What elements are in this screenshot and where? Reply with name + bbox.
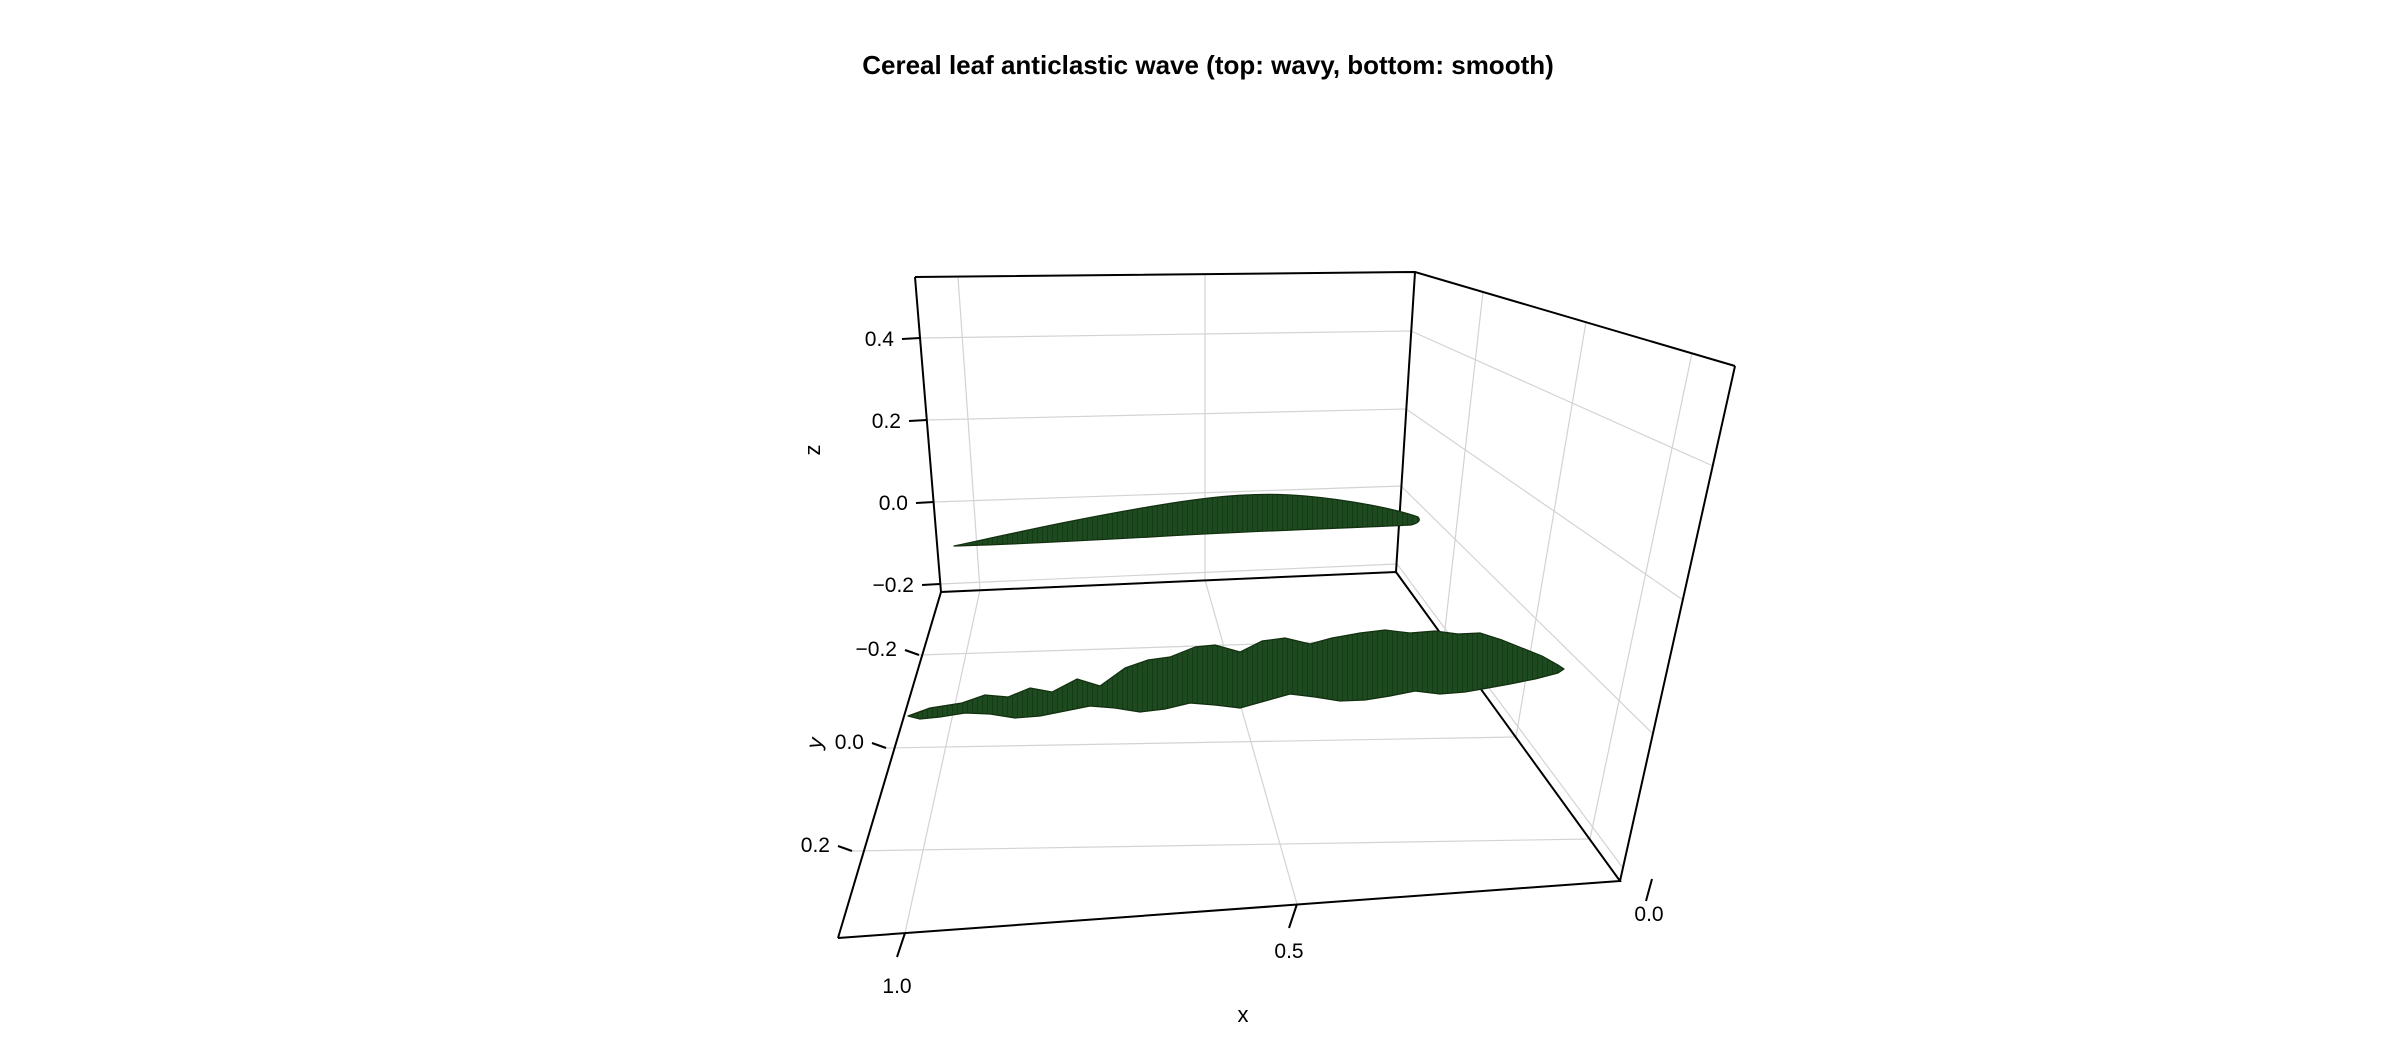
y-tick-mark (904, 649, 920, 656)
tick-marks (837, 337, 1653, 958)
gridline-wall-z (1400, 485, 1654, 735)
gridline-wall-x (957, 276, 981, 591)
gridline-wall-y (1589, 352, 1693, 840)
box-vertical-edge-middle (1395, 271, 1416, 573)
box-vertical-edge-right (1619, 365, 1736, 882)
z-tick-label: −0.2 (873, 574, 914, 597)
gridline-wall-z (933, 485, 1402, 503)
z-tick-label: 0.0 (879, 492, 908, 515)
z-tick-mark (921, 583, 941, 586)
box-floor-edges (837, 570, 1622, 939)
plot-title: Cereal leaf anticlastic wave (top: wavy,… (862, 50, 1554, 80)
z-tick-mark (908, 419, 928, 422)
z-tick-label: 0.4 (865, 328, 895, 351)
x-tick-label: 1.0 (882, 975, 911, 998)
gridline-wall-z (939, 563, 1398, 585)
gridline-wall-y (1443, 291, 1484, 639)
gridline-wall-z (1410, 330, 1714, 467)
y-tick-label: −0.2 (856, 638, 897, 661)
y-tick-label: 0.2 (801, 834, 830, 857)
surfaces (907, 493, 1565, 720)
gridline-wall-z (926, 408, 1407, 421)
z-axis-label: z (800, 445, 825, 456)
gridlines (851, 274, 1714, 934)
x-axis-label: x (1238, 1002, 1249, 1027)
x-tick-mark (1645, 878, 1653, 902)
y-tick-mark (871, 742, 887, 749)
box-vertical-edge-left (914, 276, 942, 593)
x-tick-mark (1288, 903, 1298, 929)
lower-leaf-surface (907, 629, 1565, 720)
x-tick-mark (896, 932, 906, 958)
z-tick-mark (901, 337, 921, 340)
gridline-floor-y (885, 736, 1517, 749)
x-tick-label: 0.5 (1274, 940, 1303, 963)
y-axis-label: y (801, 734, 828, 752)
box-top-edges (914, 270, 1736, 367)
gridline-wall-z (1405, 408, 1684, 601)
x-tick-label: 0.0 (1634, 903, 1663, 926)
gridline-wall-z (919, 330, 1412, 339)
upper-leaf-surface (953, 493, 1420, 547)
y-tick-label: 0.0 (835, 731, 864, 754)
gridline-floor-x (904, 589, 981, 934)
gridline-floor-y (851, 838, 1591, 852)
tick-labels: 0.4 0.2 0.0 −0.2 −0.2 0.0 0.2 1.0 0.5 0.… (801, 328, 1664, 998)
z-tick-label: 0.2 (872, 410, 901, 433)
gridline-wall-z (1396, 563, 1624, 869)
y-tick-mark (837, 845, 853, 852)
z-tick-mark (915, 501, 935, 504)
